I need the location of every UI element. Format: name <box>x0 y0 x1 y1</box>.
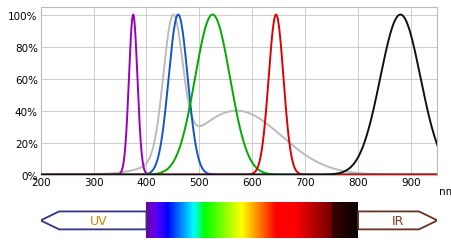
Polygon shape <box>358 212 437 230</box>
Text: nm: nm <box>439 187 451 197</box>
Text: IR: IR <box>391 214 404 227</box>
Polygon shape <box>41 212 147 230</box>
Text: UV: UV <box>90 214 108 227</box>
